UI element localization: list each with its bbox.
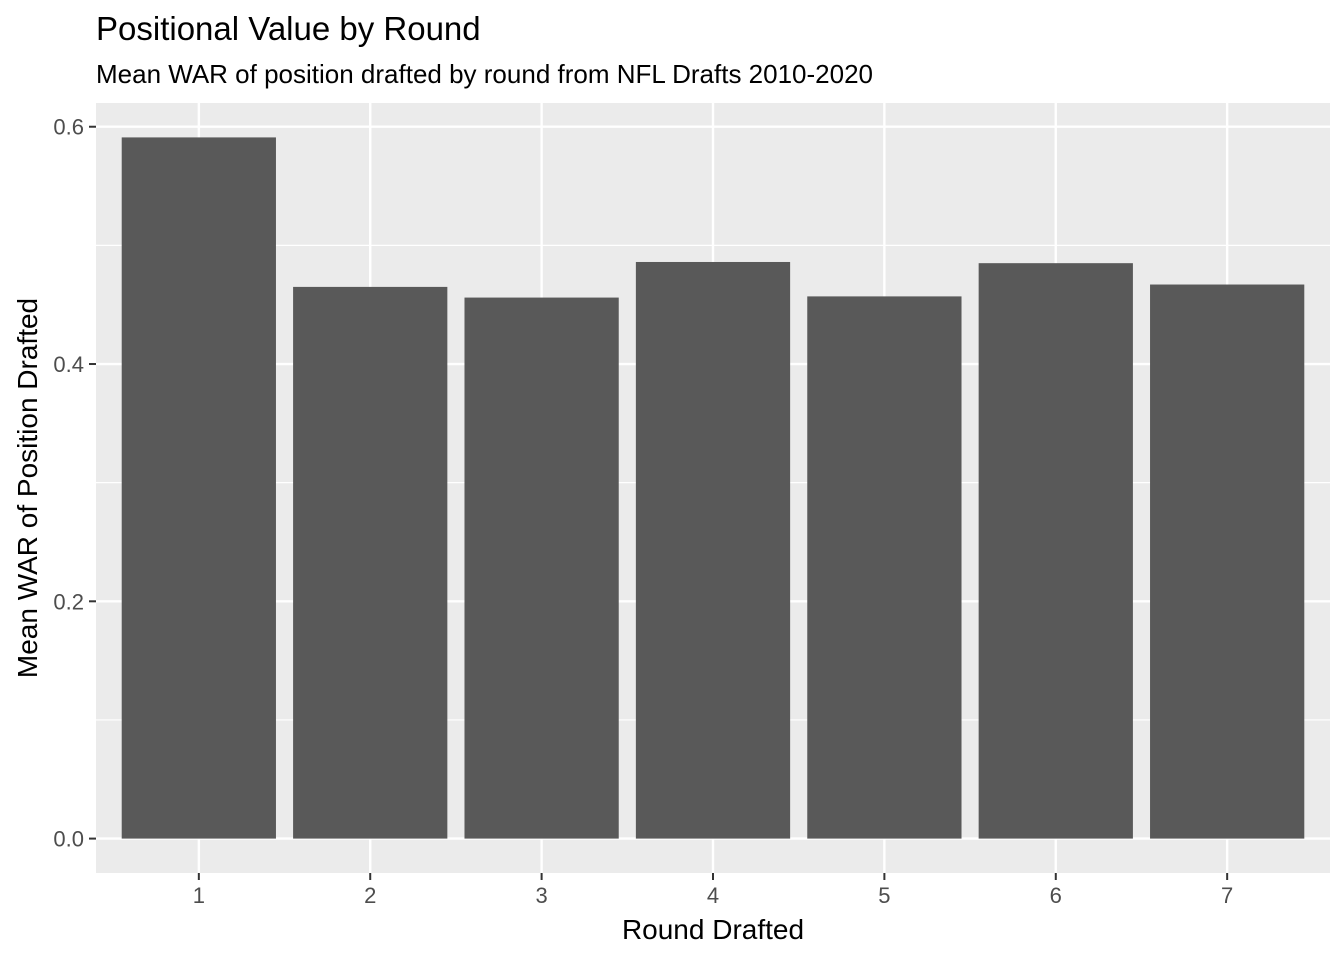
y-tick-label: 0.2	[53, 589, 84, 614]
y-axis-title: Mean WAR of Position Drafted	[12, 298, 43, 678]
y-tick-label: 0.6	[53, 115, 84, 140]
x-axis-title: Round Drafted	[622, 914, 804, 945]
y-tick-label: 0.4	[53, 352, 84, 377]
y-axis: 0.0 0.2 0.4 0.6	[53, 115, 96, 852]
bar-round-3	[464, 297, 619, 839]
x-tick-label: 7	[1221, 883, 1233, 908]
y-tick-label: 0.0	[53, 827, 84, 852]
x-tick-label: 6	[1050, 883, 1062, 908]
bar-round-6	[978, 263, 1133, 839]
x-tick-label: 3	[535, 883, 547, 908]
bar-round-7	[1150, 284, 1305, 839]
bar-round-5	[807, 296, 962, 839]
bar-round-4	[635, 261, 791, 839]
bars	[121, 137, 1305, 839]
x-axis: 1 2 3 4 5 6 7	[193, 873, 1233, 908]
chart-subtitle: Mean WAR of position drafted by round fr…	[96, 59, 873, 89]
x-tick-label: 2	[364, 883, 376, 908]
x-tick-label: 5	[878, 883, 890, 908]
chart-title: Positional Value by Round	[96, 10, 481, 47]
bar-round-1	[121, 137, 276, 839]
bar-round-2	[293, 286, 448, 839]
x-tick-label: 1	[193, 883, 205, 908]
x-tick-label: 4	[707, 883, 719, 908]
